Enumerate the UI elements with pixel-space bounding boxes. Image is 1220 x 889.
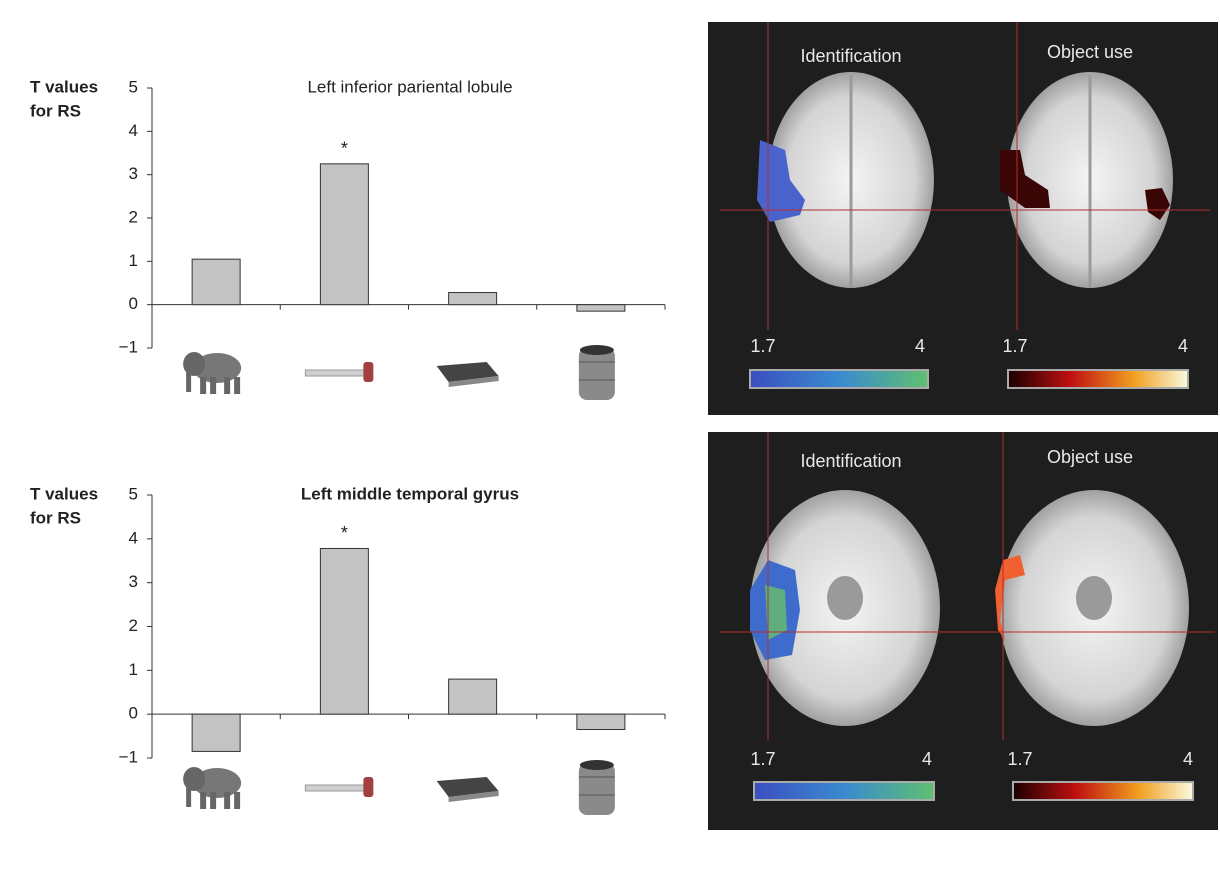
scale-label: 1.7 [750,749,775,769]
colorbar [1007,369,1189,389]
colorbar [753,781,935,801]
brainstem [1076,576,1112,620]
category-icon [183,352,242,394]
y-tick-label: 0 [129,294,138,313]
bar [448,292,498,306]
icon-shape [436,777,499,797]
scale-label: 4 [1178,336,1188,356]
icon-shape [200,377,207,394]
bar [191,258,241,306]
category-icon [578,345,615,400]
icon-shape [193,768,242,798]
panel-title: Object use [1047,447,1133,467]
activation [1145,188,1170,220]
y-tick-label: 5 [129,484,138,503]
category-icon [578,760,615,815]
scale-label: 1.7 [1002,336,1027,356]
bar [319,547,369,715]
icon-shape [578,348,615,400]
icon-shape [210,792,217,809]
icon-shape [363,362,374,382]
icon-shape [304,369,366,377]
y-tick-label: 3 [129,164,138,183]
y-axis-label: T values [30,77,98,96]
y-tick-label: 0 [129,704,138,723]
y-tick-label: 5 [129,77,138,96]
icon-shape [210,377,217,394]
brain-panel: Identification Object use 1.7 4 1.7 4 [708,22,1218,415]
icon-shape [234,377,241,394]
icon-shape [193,353,242,383]
category-icon [304,362,374,382]
y-axis-label: T values [30,484,98,503]
y-axis-label: for RS [30,101,81,120]
icon-shape [448,791,499,802]
bar [319,163,369,306]
icon-shape [363,777,374,797]
icon-shape [578,763,615,815]
bar [191,713,241,752]
scale-label: 4 [915,336,925,356]
y-tick-label: 4 [129,528,138,547]
bar [576,304,626,312]
colorbar [1012,781,1194,801]
brainstem [827,576,863,620]
brain-panel: Identification Object use 1.7 4 1.7 4 [708,432,1218,830]
icon-shape [186,785,192,807]
panel-title: Identification [800,46,901,66]
category-icon [183,767,242,809]
category-icon [304,777,374,797]
category-icon [436,362,499,387]
icon-shape [224,377,231,394]
icon-shape [579,345,614,355]
colorbar [749,369,929,389]
scale-label: 4 [1183,749,1193,769]
y-axis-label: for RS [30,508,81,527]
annotation: * [341,139,348,159]
activation [1000,150,1050,208]
category-icon [436,777,499,802]
scale-label: 1.7 [750,336,775,356]
y-tick-label: 3 [129,572,138,591]
icon-shape [448,376,499,387]
bar [448,678,498,715]
chart-title: Left middle temporal gyrus [301,484,519,503]
icon-shape [200,792,207,809]
activation [765,585,787,640]
activation [757,140,805,222]
icon-shape [186,370,192,392]
icon-shape [304,784,366,792]
y-tick-label: −1 [119,337,138,356]
y-tick-label: 2 [129,616,138,635]
scale-label: 1.7 [1007,749,1032,769]
annotation: * [341,523,348,543]
y-tick-label: 2 [129,207,138,226]
panel-title: Identification [800,451,901,471]
bar [576,713,626,731]
chart-title: Left inferior pariental lobule [307,77,512,96]
icon-shape [224,792,231,809]
icon-shape [579,760,614,770]
y-tick-label: 1 [129,660,138,679]
icon-shape [234,792,241,809]
y-tick-label: 1 [129,251,138,270]
scale-label: 4 [922,749,932,769]
y-tick-label: −1 [119,747,138,766]
icon-shape [436,362,499,382]
panel-title: Object use [1047,42,1133,62]
y-tick-label: 4 [129,121,138,140]
